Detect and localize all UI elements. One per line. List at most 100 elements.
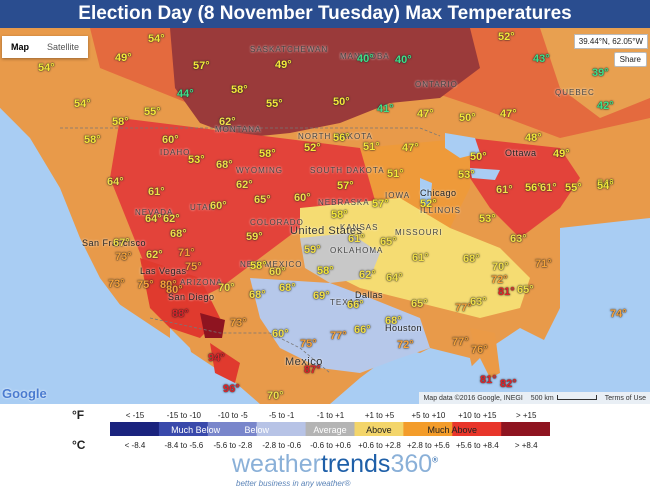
region-label: MISSOURI [395,228,443,237]
terms-link[interactable]: Terms of Use [604,394,646,402]
share-button[interactable]: Share [613,52,647,67]
temperature-label: 43° [533,53,550,65]
temperature-label: 59° [246,231,263,243]
legend-range-label: -5 to -1 [269,411,295,420]
temperature-label: 67° [113,237,130,249]
map-attribution: Map data ©2016 Google, INEGI 500 km Term… [419,392,650,404]
temperature-label: 75° [137,279,154,291]
legend-range-label: +1 to +5 [364,411,395,420]
page-title: Election Day (8 November Tuesday) Max Te… [0,0,650,28]
temperature-label: 73° [115,251,132,263]
temperature-label: 61° [348,233,365,245]
temperature-label: 77° [330,330,347,342]
temperature-label: 57° [193,60,210,72]
temperature-label: 80° [166,284,183,296]
region-label: OKLAHOMA [330,246,384,255]
region-label: NEW MEXICO [240,260,303,269]
legend-swatch [158,422,209,436]
city-label: Dallas [355,290,384,300]
legend-category-label: Below [244,425,269,435]
temperature-label: 68° [216,159,233,171]
city-label: Las Vegas [140,266,187,276]
region-label: ONTARIO [415,80,458,89]
temperature-label: 59° [304,244,321,256]
region-label: IOWA [385,191,411,200]
temperature-label: 64° [145,213,162,225]
city-label: Chicago [420,188,457,198]
legend-range-label: -15 to -10 [166,411,202,420]
temperature-label: 49° [115,52,132,64]
legend-swatch [110,422,160,436]
temperature-label: 69° [313,290,330,302]
city-label: San Diego [168,292,215,302]
legend-category-label: Much Below [171,425,221,435]
temperature-label: 54° [38,62,55,74]
region-label: KANSAS [340,223,379,232]
temperature-label: 73° [108,278,125,290]
city-label: Ottawa [505,148,537,158]
temperature-label: 61° [496,184,513,196]
fahrenheit-unit: °F [72,408,85,422]
temperature-label: 62° [236,179,253,191]
temperature-label: 73° [230,317,247,329]
temperature-label: 82° [500,378,517,390]
map-tab[interactable]: Map [11,42,29,52]
temperature-label: 56° [333,132,350,144]
legend-swatch [403,422,453,436]
temperature-label: 55° [565,182,582,194]
temperature-label: 81° [480,374,497,386]
temperature-label: 65° [380,236,397,248]
region-label: QUEBEC [555,88,595,97]
region-label: ARIZONA [180,278,223,287]
temperature-label: 53° [188,154,205,166]
map-shading [0,28,650,404]
legend-range-label: +0.6 to +2.8 [358,441,401,450]
temperature-label: 52° [498,31,515,43]
legend: °F °C < -15 -15 to -10 -10 to -5 -5 to -1 -1… [0,404,650,488]
temperature-label: 60° [272,328,289,340]
temperature-label: 72° [397,339,414,351]
legend-range-label: > +8.4 [514,441,538,450]
temperature-label: 76° [471,344,488,356]
temperature-label: 68° [463,253,480,265]
coordinates-readout: 39.44°N, 62.05°W [573,34,648,49]
region-label: NORTH DAKOTA [298,132,373,141]
temperature-label: 58° [331,209,348,221]
temperature-label: 77° [455,302,472,314]
legend-range-label: -10 to -5 [217,411,248,420]
temperature-label: 65° [411,298,428,310]
temperature-label: 60° [294,192,311,204]
celsius-unit: °C [72,438,86,452]
legend-color-band: Much Below Below Average Above Much Above [110,422,550,436]
temperature-label: 70° [492,261,509,273]
temperature-label: 55° [266,98,283,110]
satellite-tab[interactable]: Satellite [47,42,80,52]
temperature-label: 94° [208,352,225,364]
temperature-label: 58° [112,116,129,128]
legend-range-label: -8.4 to -5.6 [164,441,204,450]
temperature-label: 80° [160,279,177,291]
temperature-label: 57° [372,198,389,210]
temperature-label: 54° [597,178,614,190]
scale-label: 500 km [527,395,601,402]
scale-bar-icon [556,395,597,401]
temperature-label: 58° [231,84,248,96]
temperature-label: 40° [357,53,374,65]
legend-category-label: Average [313,425,346,435]
legend-swatch [354,422,404,436]
temperature-label: 52° [420,198,437,210]
legend-range-label: < -15 [125,411,145,420]
temperature-label: 61° [540,182,557,194]
brand-logo: weathertrends360® [232,450,439,478]
temperature-label: 54° [597,180,614,192]
temperature-label: 68° [249,289,266,301]
temperature-map[interactable]: Map Satellite 39.44°N, 62.05°W Share SAS… [0,28,650,404]
legend-swatch [207,422,258,436]
temperature-label: 57° [337,180,354,192]
temperature-label: 60° [210,200,227,212]
region-label: COLORADO [250,218,304,227]
legend-range-label: -0.6 to +0.6 [310,441,351,450]
temperature-label: 68° [279,282,296,294]
temperature-label: 49° [553,148,570,160]
temperature-label: 70° [218,282,235,294]
